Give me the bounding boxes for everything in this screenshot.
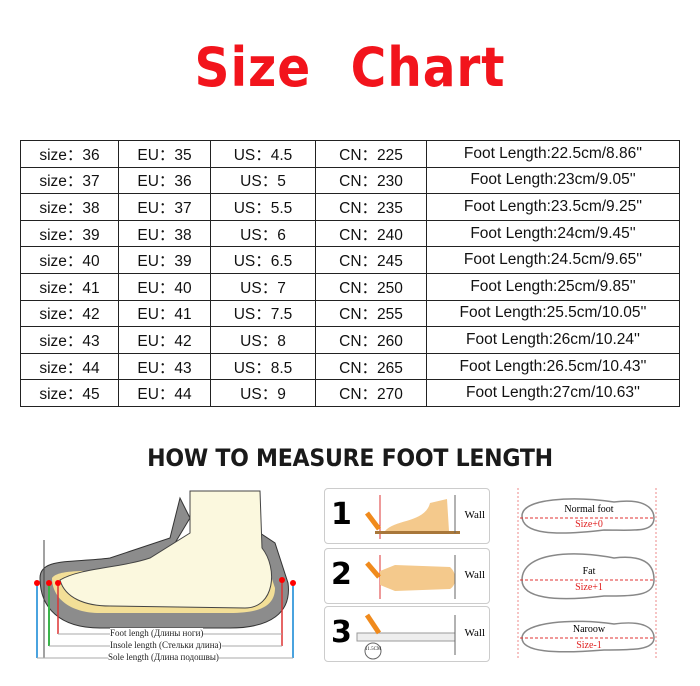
table-row: size：45 EU：44 US：9 CN：270 Foot Length:27cm/1… [20, 379, 680, 407]
table-cell: CN：225 [315, 140, 427, 168]
table-row: size：39 EU：38 US：6 CN：240 Foot Length:24cm/9… [20, 219, 680, 248]
table-cell: CN：265 [315, 352, 427, 381]
table-cell: CN：245 [315, 246, 427, 274]
table-cell: size：45 [20, 379, 119, 407]
table-cell: CN：260 [315, 326, 427, 354]
table-cell: Foot Length:26.5cm/10.43'' [426, 352, 680, 381]
table-cell: EU：44 [118, 379, 211, 407]
foot-types-diagram [517, 488, 657, 658]
step-1-panel: 1 Wall [324, 488, 490, 544]
table-row: size：40 EU：39 US：6.5 CN：245 Foot Length:24.5… [20, 246, 680, 274]
table-cell: US：7 [210, 272, 316, 301]
table-cell: size：38 [20, 193, 119, 221]
table-cell: EU：38 [118, 219, 211, 248]
table-cell: CN：240 [315, 219, 427, 248]
table-cell: EU：41 [118, 299, 211, 328]
table-cell: Foot Length:25cm/9.85'' [426, 272, 680, 301]
title-chart: Chart [350, 36, 506, 99]
wall-label: Wall [464, 509, 486, 521]
step-3-panel: 3 11.5CM Wall [324, 606, 490, 662]
step-number: 1 [331, 497, 352, 532]
table-cell: CN：230 [315, 166, 427, 195]
table-cell: EU：36 [118, 166, 211, 195]
wall-label: Wall [464, 569, 486, 581]
table-cell: US：6.5 [210, 246, 316, 274]
table-cell: US：5 [210, 166, 316, 195]
ruler-reading: 11.5CM [365, 647, 382, 652]
foot [59, 490, 273, 609]
table-cell: EU：40 [118, 272, 211, 301]
table-cell: Foot Length:23cm/9.05'' [426, 166, 680, 195]
table-cell: EU：37 [118, 193, 211, 221]
step-number: 2 [331, 557, 352, 592]
table-cell: Foot Length:24cm/9.45'' [426, 219, 680, 248]
table-cell: US：9 [210, 379, 316, 407]
table-cell: size：40 [20, 246, 119, 274]
page-title: Size Chart [35, 36, 665, 99]
table-cell: Foot Length:27cm/10.63'' [426, 379, 680, 407]
table-cell: size：42 [20, 299, 119, 328]
table-row: size：44 EU：43 US：8.5 CN：265 Foot Length:26.5… [20, 352, 680, 381]
table-cell: CN：250 [315, 272, 427, 301]
table-cell: Foot Length:22.5cm/8.86'' [426, 140, 680, 168]
foot-size-label: Size-1 [576, 640, 602, 651]
step-number: 3 [331, 615, 352, 650]
foot-type-label: Naroow [572, 624, 606, 635]
wall-label: Wall [464, 627, 486, 639]
table-cell: Foot Length:24.5cm/9.65'' [426, 246, 680, 274]
table-cell: US：5.5 [210, 193, 316, 221]
size-table: size：36 EU：35 US：4.5 CN：225 Foot Length:22.5… [20, 140, 680, 407]
table-cell: Foot Length:23.5cm/9.25'' [426, 193, 680, 221]
table-cell: CN：235 [315, 193, 427, 221]
table-row: size：37 EU：36 US：5 CN：230 Foot Length:23cm/9… [20, 166, 680, 195]
foot-type-label: Fat [582, 566, 596, 577]
table-cell: US：4.5 [210, 140, 316, 168]
table-cell: size：43 [20, 326, 119, 354]
table-cell: EU：42 [118, 326, 211, 354]
how-to-heading: HOW TO MEASURE FOOT LENGTH [147, 444, 553, 472]
title-size: Size [194, 36, 312, 99]
table-cell: size：44 [20, 352, 119, 381]
foot-size-label: Size+1 [575, 582, 603, 593]
table-cell: EU：39 [118, 246, 211, 274]
table-cell: US：7.5 [210, 299, 316, 328]
table-cell: EU：43 [118, 352, 211, 381]
table-cell: US：8.5 [210, 352, 316, 381]
table-cell: EU：35 [118, 140, 211, 168]
table-cell: size：39 [20, 219, 119, 248]
table-row: size：42 EU：41 US：7.5 CN：255 Foot Length:25.5… [20, 299, 680, 328]
foot-type-label: Normal foot [564, 504, 614, 515]
table-cell: US：6 [210, 219, 316, 248]
table-row: size：43 EU：42 US：8 CN：260 Foot Length:26cm/1… [20, 326, 680, 354]
foot-length-label: Foot lengh (Длины ноги) [110, 628, 204, 638]
table-cell: size：37 [20, 166, 119, 195]
insole-length-label: Insole length (Стельки длина) [110, 640, 222, 650]
table-cell: Foot Length:25.5cm/10.05'' [426, 299, 680, 328]
table-cell: CN：255 [315, 299, 427, 328]
step-2-panel: 2 Wall [324, 548, 490, 604]
sole-length-label: Sole length (Длина подошвы) [108, 652, 219, 662]
table-row: size：36 EU：35 US：4.5 CN：225 Foot Length:22.5… [20, 140, 680, 168]
table-row: size：41 EU：40 US：7 CN：250 Foot Length:25cm/9… [20, 272, 680, 301]
table-cell: size：41 [20, 272, 119, 301]
foot-size-label: Size+0 [575, 519, 603, 530]
table-cell: size：36 [20, 140, 119, 168]
table-row: size：38 EU：37 US：5.5 CN：235 Foot Length:23.5… [20, 193, 680, 221]
table-cell: US：8 [210, 326, 316, 354]
table-cell: CN：270 [315, 379, 427, 407]
table-cell: Foot Length:26cm/10.24'' [426, 326, 680, 354]
